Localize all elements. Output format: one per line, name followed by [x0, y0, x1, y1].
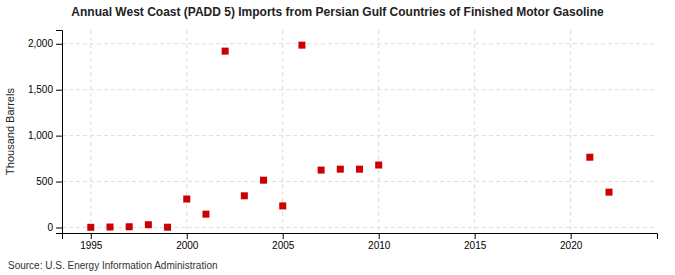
annotation: Source: U.S. Energy Information Administ…: [8, 260, 218, 271]
x-grid-line: [474, 30, 475, 233]
y-tick: 0: [47, 222, 62, 233]
y-tick: 1,500: [28, 84, 62, 95]
point: [222, 48, 229, 55]
x-tick: 2000: [176, 233, 199, 251]
point: [183, 196, 190, 203]
x-tick: 1995: [80, 233, 103, 251]
x-axis: 1995 2000 2005 2010 2015 2020: [63, 233, 658, 251]
point: [126, 223, 133, 230]
point: [279, 202, 286, 209]
x-tick: 2005: [272, 233, 295, 251]
point: [606, 189, 613, 196]
x-tick-label: 2020: [560, 240, 583, 251]
y-tick-mark: [56, 90, 62, 91]
point: [241, 192, 248, 199]
y-axis-title: Thousand Barrels: [4, 88, 16, 175]
title: Annual West Coast (PADD 5) Imports from …: [71, 5, 604, 19]
plot: 1995 2000 2005 2010 2015 2020 0 500 1,000 1,500 2,…: [28, 30, 658, 251]
x-tick: 2015: [464, 233, 487, 251]
x-tick-mark: [187, 233, 188, 239]
y-grid-line: [62, 135, 657, 136]
x-tick-label: 1995: [80, 240, 103, 251]
y-grid-line: [62, 43, 657, 44]
point: [337, 166, 344, 173]
x-tick-mark: [571, 233, 572, 239]
point: [106, 224, 113, 231]
y-tick-label: 1,500: [28, 84, 53, 95]
y-tick-mark: [56, 227, 62, 228]
x-tick-mark: [475, 233, 476, 239]
point: [375, 162, 382, 169]
x-tick-label: 2010: [368, 240, 391, 251]
y-tick-label: 1,000: [28, 130, 53, 141]
y-tick-label: 0: [47, 222, 53, 233]
point: [298, 42, 305, 49]
x-axis-line: [63, 234, 658, 240]
x-tick-mark: [91, 233, 92, 239]
point: [586, 154, 593, 161]
point: [202, 211, 209, 218]
y-grid-line: [62, 181, 657, 182]
y-axis-line: [56, 31, 63, 234]
y-tick-label: 2,000: [28, 38, 53, 49]
x-tick-mark: [283, 233, 284, 239]
x-tick-label: 2000: [176, 240, 199, 251]
y-tick: 500: [36, 176, 62, 187]
chart: Annual West Coast (PADD 5) Imports from …: [0, 0, 675, 275]
y-tick: 1,000: [28, 130, 62, 141]
x-tick-label: 2005: [272, 240, 295, 251]
y-axis: 0 500 1,000 1,500 2,000: [28, 31, 63, 234]
points: [87, 42, 612, 231]
y-tick-mark: [56, 136, 62, 137]
point: [164, 224, 171, 231]
y-grid-line: [62, 89, 657, 90]
x-tick-mark: [379, 233, 380, 239]
point: [260, 177, 267, 184]
point: [87, 224, 94, 231]
x-grid-line: [90, 30, 91, 233]
y-tick-mark: [56, 44, 62, 45]
y-tick-mark: [56, 182, 62, 183]
point: [145, 221, 152, 228]
grid: [62, 30, 657, 233]
y-tick-label: 500: [36, 176, 53, 187]
point: [318, 167, 325, 174]
point: [356, 166, 363, 173]
x-tick: 2010: [368, 233, 391, 251]
y-tick: 2,000: [28, 38, 62, 49]
x-grid-line: [570, 30, 571, 233]
x-tick: 2020: [560, 233, 583, 251]
x-grid-line: [186, 30, 187, 233]
x-tick-label: 2015: [464, 240, 487, 251]
x-grid-line: [378, 30, 379, 233]
